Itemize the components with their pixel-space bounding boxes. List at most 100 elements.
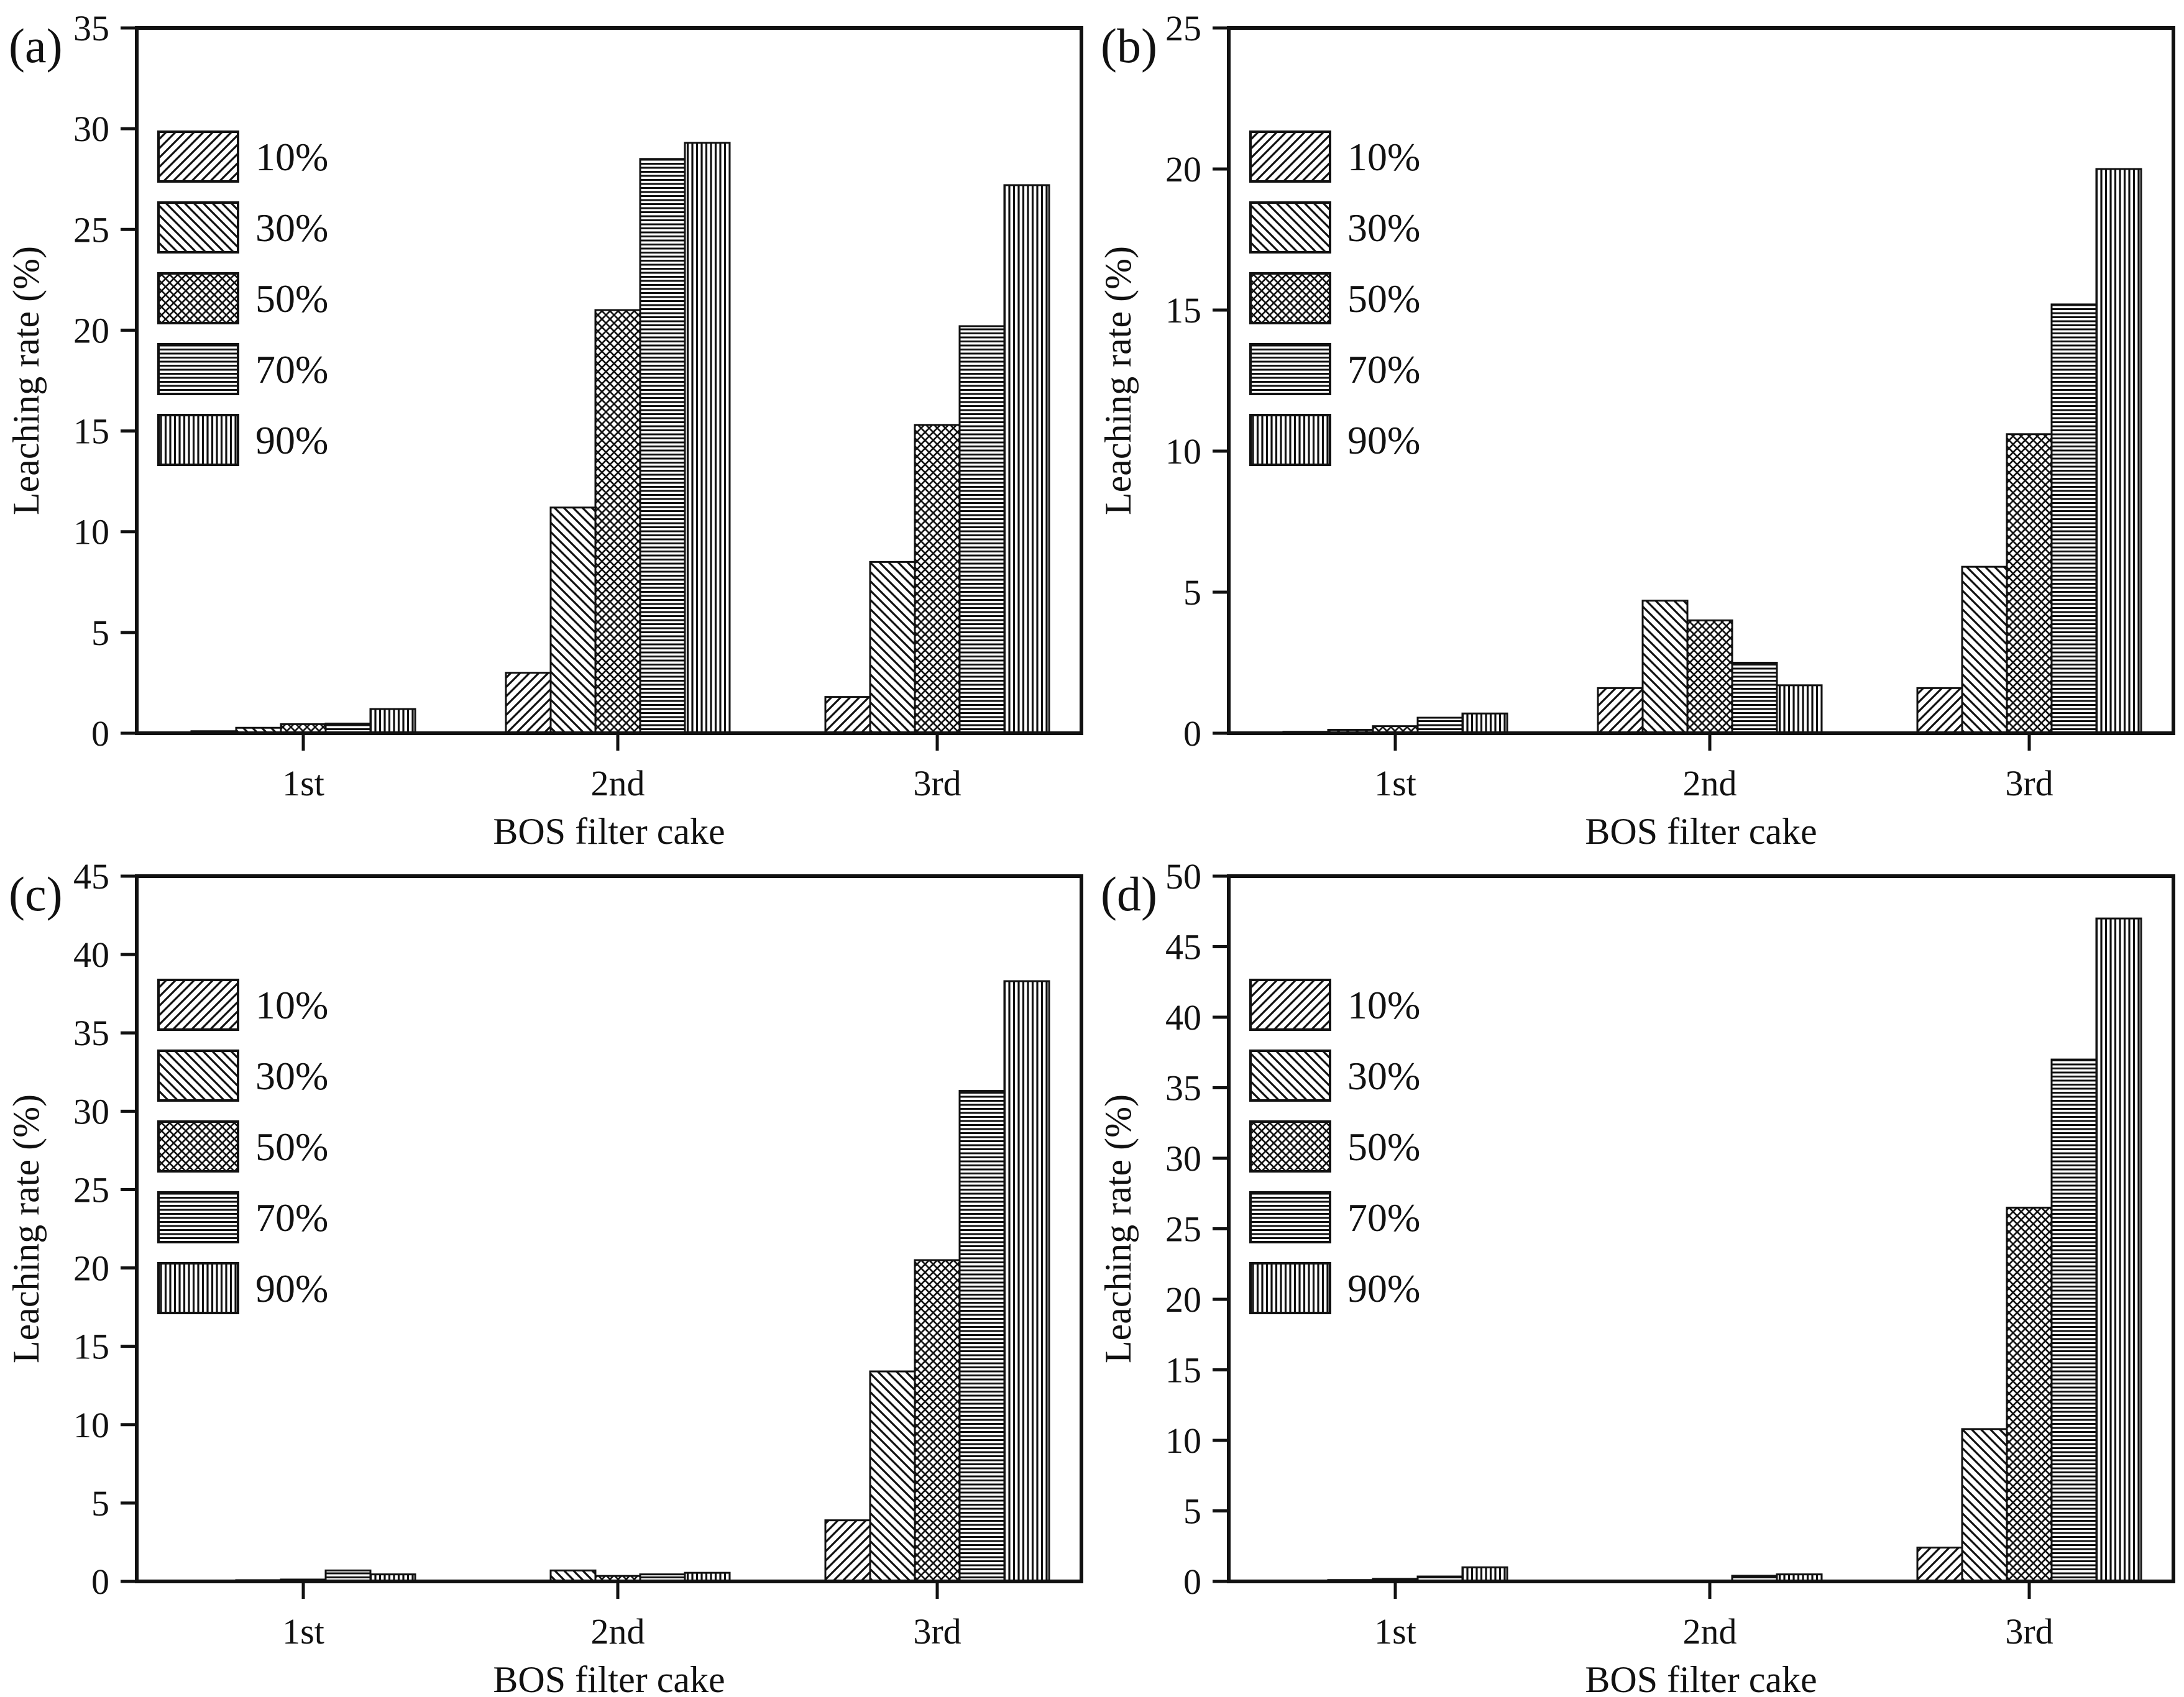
y-tick-label: 10 — [1165, 431, 1201, 472]
bar-a-3rd-30% — [869, 560, 916, 734]
y-tick-label: 25 — [73, 1169, 109, 1210]
y-tick-label: 25 — [73, 209, 109, 250]
bar-b-2nd-70% — [1731, 662, 1778, 734]
y-tick-label: 35 — [73, 1013, 109, 1053]
x-tick-label: 3rd — [913, 763, 961, 803]
y-tick-label: 40 — [1165, 997, 1201, 1038]
y-axis-title: Leaching rate (%) — [6, 246, 47, 515]
x-tick-label: 2nd — [1683, 763, 1737, 803]
y-tick-label: 15 — [1165, 1350, 1201, 1391]
legend-label: 10% — [255, 135, 328, 179]
horizontal-lines-icon — [157, 1191, 239, 1243]
crosshatch-icon — [1249, 272, 1331, 324]
horizontal-lines-icon — [1249, 1191, 1331, 1243]
legend-label: 70% — [1347, 1196, 1420, 1240]
plot-frame — [1227, 26, 2175, 735]
crosshatch-icon — [157, 272, 239, 324]
y-tick-label: 0 — [91, 1562, 109, 1602]
bar-b-2nd-30% — [1641, 600, 1689, 734]
x-tick-label: 3rd — [2005, 763, 2053, 803]
crosshatch-icon — [1249, 1120, 1331, 1173]
bar-a-3rd-90% — [1003, 184, 1050, 734]
x-axis-title: BOS filter cake — [493, 811, 725, 848]
x-tick-label: 1st — [282, 1611, 324, 1652]
x-tick-label: 1st — [282, 763, 324, 803]
bar-c-3rd-10% — [824, 1519, 871, 1583]
y-tick-label: 5 — [1183, 572, 1201, 613]
panel-a: (a) 0 5 10 15 20 25 30 35 1st 2nd 3rd 10% 30% 50% 70% 90… — [0, 0, 1092, 848]
y-tick-label: 35 — [1165, 1068, 1201, 1109]
x-tick-label: 2nd — [591, 1611, 645, 1652]
x-tick-label: 2nd — [1683, 1611, 1737, 1652]
y-tick-label: 0 — [1183, 1562, 1201, 1602]
y-tick-label: 40 — [73, 935, 109, 975]
bar-b-1st-90% — [1461, 712, 1508, 734]
bar-b-3rd-70% — [2050, 303, 2098, 734]
legend-label: 70% — [1347, 347, 1420, 391]
legend-label: 70% — [255, 1196, 328, 1240]
legend-label: 30% — [1347, 206, 1420, 250]
y-tick-label: 10 — [73, 1405, 109, 1445]
bar-a-3rd-50% — [914, 424, 961, 734]
legend-label: 90% — [1347, 418, 1420, 462]
y-tick-label: 10 — [73, 512, 109, 552]
bar-c-3rd-70% — [958, 1090, 1006, 1583]
y-tick-label: 15 — [73, 411, 109, 452]
bar-d-3rd-70% — [2050, 1058, 2098, 1583]
legend-label: 30% — [1347, 1054, 1420, 1098]
plot-frame — [1227, 874, 2175, 1583]
bar-b-3rd-10% — [1916, 687, 1963, 734]
bar-d-3rd-30% — [1961, 1428, 2008, 1583]
y-tick-label: 10 — [1165, 1420, 1201, 1461]
horizontal-lines-icon — [157, 343, 239, 395]
y-tick-label: 20 — [1165, 1279, 1201, 1320]
y-axis-title: Leaching rate (%) — [6, 1094, 47, 1363]
y-tick-label: 30 — [73, 109, 109, 149]
bar-b-3rd-90% — [2095, 168, 2142, 734]
y-tick-label: 0 — [1183, 713, 1201, 754]
bar-d-3rd-50% — [2006, 1206, 2053, 1583]
y-tick-label: 20 — [1165, 149, 1201, 190]
bar-a-2nd-10% — [505, 672, 552, 734]
y-axis-title: Leaching rate (%) — [1098, 246, 1139, 515]
bar-b-3rd-30% — [1961, 565, 2008, 734]
bar-b-2nd-50% — [1686, 619, 1733, 734]
panel-letter: (a) — [9, 19, 63, 73]
bar-b-2nd-10% — [1597, 687, 1644, 734]
bar-a-1st-90% — [369, 708, 416, 734]
diagonal-up-icon — [1249, 130, 1331, 183]
diagonal-up-icon — [157, 979, 239, 1031]
plot-frame — [135, 26, 1083, 735]
bar-c-3rd-50% — [914, 1259, 961, 1583]
chart-c: (c) 0 5 10 15 20 25 30 35 40 45 1st 2nd 3rd 10% 30% 50% 7… — [6, 856, 1083, 1696]
y-tick-label: 5 — [91, 613, 109, 653]
bar-a-3rd-10% — [824, 696, 871, 734]
bar-b-1st-70% — [1416, 716, 1464, 734]
y-tick-label: 20 — [73, 1248, 109, 1289]
vertical-lines-icon — [157, 1262, 239, 1314]
horizontal-lines-icon — [1249, 343, 1331, 395]
y-axis-title: Leaching rate (%) — [1098, 1094, 1139, 1363]
vertical-lines-icon — [1249, 414, 1331, 466]
y-tick-label: 35 — [73, 8, 109, 48]
panel-letter: (d) — [1101, 867, 1157, 921]
bar-a-2nd-30% — [549, 506, 597, 734]
bar-a-2nd-70% — [639, 158, 686, 734]
bar-c-3rd-30% — [869, 1370, 916, 1583]
panel-d: (d) 0 5 10 15 20 25 30 35 40 45 50 1st 2nd 3rd 10% 30% 50… — [1092, 848, 2184, 1696]
y-tick-label: 45 — [1165, 927, 1201, 967]
diagonal-down-icon — [1249, 1050, 1331, 1102]
diagonal-down-icon — [157, 201, 239, 254]
y-tick-label: 5 — [91, 1483, 109, 1524]
chart-b: (b) 0 5 10 15 20 25 1st 2nd 3rd 10% 30% 50% 70% 90% BOS… — [1098, 8, 2175, 848]
legend-label: 30% — [255, 206, 328, 250]
bar-c-3rd-90% — [1003, 980, 1050, 1583]
legend-label: 70% — [255, 347, 328, 391]
y-tick-label: 25 — [1165, 8, 1201, 48]
panel-letter: (c) — [9, 867, 63, 921]
y-tick-label: 25 — [1165, 1209, 1201, 1250]
vertical-lines-icon — [1249, 1262, 1331, 1314]
legend-label: 90% — [255, 418, 328, 462]
x-axis-title: BOS filter cake — [493, 1659, 725, 1696]
